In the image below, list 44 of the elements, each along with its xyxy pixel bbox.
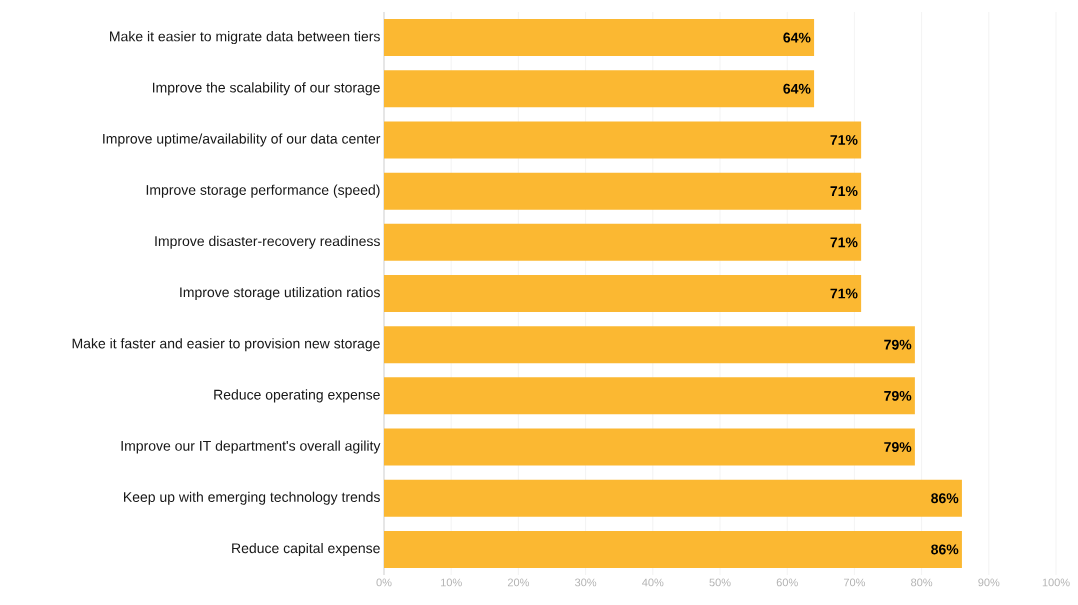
y-tick-label: Keep up with emerging technology trends xyxy=(124,491,380,505)
bar xyxy=(384,377,915,415)
y-tick-label: Reduce operating expense xyxy=(214,389,380,403)
y-tick-label: Improve uptime/availability of our data center xyxy=(103,133,381,147)
bar xyxy=(384,172,862,210)
bar xyxy=(384,479,962,517)
bar xyxy=(384,223,862,261)
x-tick-label: 60% xyxy=(776,578,798,587)
data-label: 71% xyxy=(830,288,858,299)
bar xyxy=(384,19,815,57)
y-tick-label: Improve storage performance (speed) xyxy=(146,184,380,198)
data-label: 86% xyxy=(931,493,959,504)
bar xyxy=(384,70,815,108)
data-label: 79% xyxy=(884,339,912,350)
y-tick-label: Improve the scalability of our storage xyxy=(152,82,380,96)
bar xyxy=(384,121,862,159)
x-tick-label: 70% xyxy=(843,578,866,587)
x-tick-label: 90% xyxy=(978,578,1000,587)
data-label: 71% xyxy=(830,186,858,197)
bar xyxy=(384,428,915,466)
y-tick-label: Make it easier to migrate data between tiers xyxy=(110,31,380,45)
x-tick-label: 40% xyxy=(642,578,664,587)
y-tick-label: Improve storage utilization ratios xyxy=(180,286,380,301)
x-tick-label: 30% xyxy=(575,578,597,587)
data-label: 79% xyxy=(884,442,912,453)
x-tick-label: 20% xyxy=(507,578,530,587)
x-tick-label: 10% xyxy=(441,578,462,587)
x-tick-label: 50% xyxy=(709,578,731,587)
y-tick-label: Make it faster and easier to provision new storage xyxy=(72,338,380,352)
x-tick-label: 80% xyxy=(911,578,933,587)
data-label: 71% xyxy=(830,237,858,248)
bar xyxy=(384,326,915,364)
x-tick-label: 100% xyxy=(1042,578,1070,587)
y-tick-label: Reduce capital expense xyxy=(232,542,380,556)
x-tick-label: 0% xyxy=(376,578,392,587)
data-label: 64% xyxy=(783,83,811,94)
y-tick-label: Improve our IT department's overall agility xyxy=(121,440,381,454)
y-tick-label: Improve disaster-recovery readiness xyxy=(155,235,380,249)
data-label: 86% xyxy=(931,544,959,555)
data-label: 64% xyxy=(783,32,811,43)
bar xyxy=(384,275,862,313)
data-label: 71% xyxy=(830,135,858,145)
data-label: 79% xyxy=(884,390,912,401)
bar xyxy=(384,530,962,568)
